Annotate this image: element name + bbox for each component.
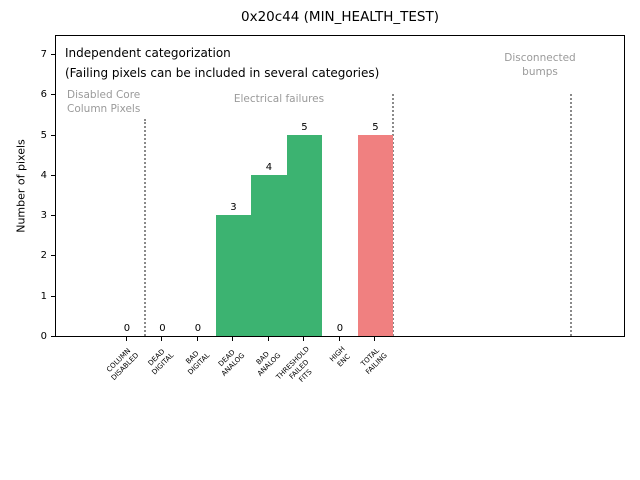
region-separator-line — [392, 94, 395, 336]
bar-bad-analog — [251, 174, 287, 336]
y-tick — [51, 295, 55, 297]
y-tick-label: 3 — [40, 210, 47, 222]
y-tick — [51, 54, 55, 56]
annotation-disabled-core-column-pixels: Disabled Core Column Pixels — [67, 89, 141, 115]
x-tick — [232, 337, 234, 341]
y-tick — [51, 94, 55, 96]
x-tick — [303, 337, 305, 341]
x-tick-label-column-disabled: COLUMN DISABLED — [104, 346, 140, 382]
y-tick-label: 7 — [40, 49, 47, 61]
x-tick-label-threshold-failed-fits: THRESHOLD FAILED FITS — [274, 345, 314, 384]
y-tick-label: 2 — [40, 250, 47, 262]
y-tick — [51, 134, 55, 136]
bar-value-label-bad-digital: 0 — [194, 323, 202, 334]
bar-value-label-threshold-failed-fits: 5 — [301, 121, 308, 133]
y-tick — [51, 174, 55, 176]
x-tick — [161, 337, 163, 341]
region-separator-line — [143, 118, 146, 336]
x-tick — [267, 337, 269, 341]
bar-value-label-total-failing: 5 — [372, 121, 379, 133]
bar-total-failing — [357, 134, 394, 336]
bar-value-label-column-disabled: 0 — [123, 323, 131, 334]
plot-area: 0 0 0 3 4 5 0 5 — [55, 35, 625, 337]
y-tick-label: 0 — [40, 331, 47, 342]
region-separator-line — [569, 94, 572, 336]
y-tick-label: 4 — [40, 169, 47, 181]
bar-value-label-bad-analog: 4 — [265, 161, 273, 173]
y-tick-label: 1 — [40, 290, 47, 302]
annotation-failing-pixels-note: (Failing pixels can be included in sever… — [65, 66, 380, 80]
x-tick — [374, 337, 376, 341]
x-tick — [125, 337, 127, 341]
x-tick-label-bad-digital: BAD DIGITAL — [183, 349, 211, 377]
bar-value-label-high-enc: 0 — [336, 323, 344, 334]
x-tick-label-high-enc: HIGH ENC — [328, 345, 352, 369]
x-tick-label-dead-analog: DEAD ANALOG — [217, 348, 247, 378]
annotation-disconnected-bumps: Disconnected bumps — [504, 52, 576, 79]
x-tick-label-total-failing: TOTAL FAILING — [359, 346, 389, 376]
chart-title: 0x20c44 (MIN_HEALTH_TEST) — [241, 9, 439, 25]
annotation-electrical-failures: Electrical failures — [233, 93, 325, 105]
y-tick — [51, 336, 55, 337]
bar-value-label-dead-digital: 0 — [159, 323, 166, 334]
annotation-independent-categorization: Independent categorization — [65, 46, 231, 60]
bar-dead-analog — [215, 215, 252, 336]
bar-threshold-failed-fits — [286, 134, 323, 336]
x-tick — [338, 337, 340, 341]
y-tick — [51, 255, 55, 257]
y-tick-label: 6 — [40, 89, 47, 101]
y-tick — [51, 215, 55, 217]
y-tick-label: 5 — [40, 129, 47, 141]
x-tick-label-dead-digital: DEAD DIGITAL — [146, 347, 176, 377]
bar-value-label-dead-analog: 3 — [230, 202, 237, 214]
x-tick — [196, 337, 198, 341]
